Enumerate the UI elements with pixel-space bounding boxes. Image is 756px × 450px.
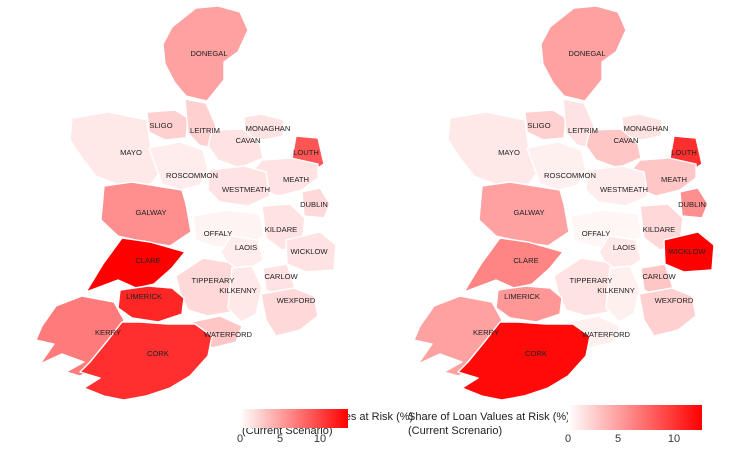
county-roscommon xyxy=(526,141,587,191)
county-label: KILKENNY xyxy=(597,286,635,295)
county-label: OFFALY xyxy=(204,229,233,238)
county-label: DUBLIN xyxy=(300,200,328,209)
county-label: DONEGAL xyxy=(568,49,605,58)
legend-title-line2: (Current Screnario) xyxy=(408,425,503,437)
county-label: KILDARE xyxy=(643,225,676,234)
county-cavan xyxy=(207,128,264,169)
county-label: KILKENNY xyxy=(219,286,257,295)
county-westmeath xyxy=(207,165,271,207)
county-label: MONAGHAN xyxy=(246,124,291,133)
county-roscommon xyxy=(148,141,209,191)
legend-tick: 5 xyxy=(614,433,622,445)
county-label: CORK xyxy=(525,349,547,358)
county-label: WEXFORD xyxy=(277,296,316,305)
county-label: ROSCOMMON xyxy=(166,171,218,180)
loan-values-map: DONEGAL SLIGO LEITRIM MONAGHAN MAYO CAVAN LOUT… xyxy=(413,5,715,400)
county-label: OFFALY xyxy=(582,229,611,238)
county-cork xyxy=(457,321,591,400)
legend-title: Share of Loan Values at Risk (%) (Curren… xyxy=(408,410,570,438)
color-scale-bar xyxy=(240,409,348,428)
county-label: MEATH xyxy=(283,175,309,184)
county-limerick xyxy=(495,285,563,323)
county-label: ROSCOMMON xyxy=(544,171,596,180)
county-label: WEXFORD xyxy=(655,296,694,305)
county-label: LIMERICK xyxy=(126,292,162,301)
legend-tick: 10 xyxy=(667,433,681,445)
county-cavan xyxy=(585,128,642,169)
county-label: KERRY xyxy=(95,328,121,337)
county-label: GALWAY xyxy=(135,208,166,217)
county-label: LOUTH xyxy=(671,148,697,157)
county-label: TIPPERARY xyxy=(192,276,235,285)
county-kilkenny xyxy=(227,265,263,323)
county-label: TIPPERARY xyxy=(570,276,613,285)
loan-volumes-map-panel: DONEGAL SLIGO LEITRIM MONAGHAN MAYO CAVAN LOUT… xyxy=(35,5,413,445)
county-label: LIMERICK xyxy=(504,292,540,301)
legend-tick: 10 xyxy=(313,433,327,445)
county-label: CLARE xyxy=(135,256,160,265)
county-label: DUBLIN xyxy=(678,200,706,209)
county-label: CAVAN xyxy=(613,136,638,145)
county-label: CARLOW xyxy=(642,272,676,281)
county-label: WESTMEATH xyxy=(600,185,648,194)
legend-title-line1: Share of Loan Values at Risk (%) xyxy=(408,411,570,423)
county-label: GALWAY xyxy=(513,208,544,217)
county-galway xyxy=(100,181,192,247)
county-label: WESTMEATH xyxy=(222,185,270,194)
county-mayo xyxy=(447,111,540,187)
county-label: MAYO xyxy=(120,148,142,157)
county-label: SLIGO xyxy=(149,121,172,130)
county-label: CAVAN xyxy=(235,136,260,145)
county-label: SLIGO xyxy=(527,121,550,130)
county-label: CARLOW xyxy=(264,272,298,281)
county-label: LAOIS xyxy=(613,243,635,252)
legend-tick: 5 xyxy=(276,433,284,445)
legend-tick: 0 xyxy=(564,433,572,445)
county-dublin xyxy=(679,187,709,219)
county-label: KILDARE xyxy=(265,225,298,234)
county-westmeath xyxy=(585,165,649,207)
county-label: MONAGHAN xyxy=(624,124,669,133)
county-label: WICKLOW xyxy=(668,247,706,256)
county-label: WICKLOW xyxy=(290,247,328,256)
county-label: LOUTH xyxy=(293,148,319,157)
county-galway xyxy=(478,181,570,247)
loan-volumes-map: DONEGAL SLIGO LEITRIM MONAGHAN MAYO CAVAN LOUT… xyxy=(35,5,337,400)
county-label: MEATH xyxy=(661,175,687,184)
county-label: WATERFORD xyxy=(204,330,253,339)
county-clare xyxy=(463,237,564,293)
county-label: DONEGAL xyxy=(190,49,227,58)
county-cork xyxy=(79,321,213,400)
county-label: CLARE xyxy=(513,256,538,265)
county-label: LAOIS xyxy=(235,243,257,252)
county-label: KERRY xyxy=(473,328,499,337)
loan-values-map-panel: DONEGAL SLIGO LEITRIM MONAGHAN MAYO CAVAN LOUT… xyxy=(378,0,756,450)
county-wexford xyxy=(260,287,319,337)
county-label: LEITRIM xyxy=(568,126,598,135)
county-dublin xyxy=(301,187,331,219)
county-label: CORK xyxy=(147,349,169,358)
legend-tick: 0 xyxy=(236,433,244,445)
county-kilkenny xyxy=(605,265,641,323)
county-label: MAYO xyxy=(498,148,520,157)
county-label: LEITRIM xyxy=(190,126,220,135)
county-wexford xyxy=(638,287,697,337)
county-mayo xyxy=(69,111,162,187)
county-limerick xyxy=(117,285,185,323)
color-scale-bar xyxy=(568,405,702,430)
legend-title-line2: (Current Scenario) xyxy=(242,425,333,437)
county-donegal xyxy=(162,5,249,102)
county-clare xyxy=(85,237,186,293)
county-label: WATERFORD xyxy=(582,330,631,339)
county-donegal xyxy=(540,5,627,102)
